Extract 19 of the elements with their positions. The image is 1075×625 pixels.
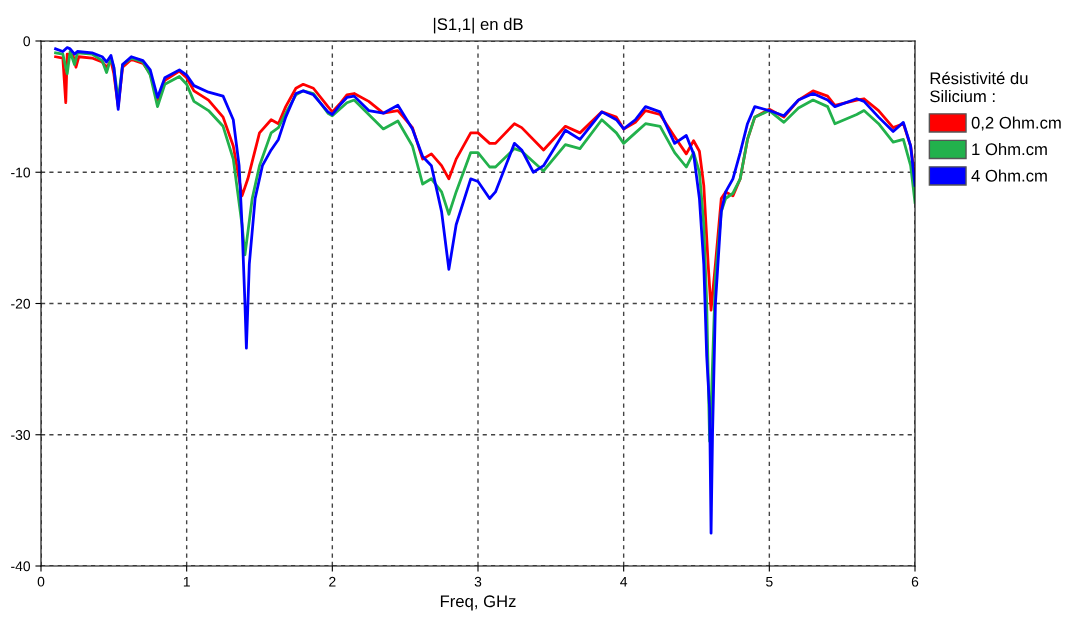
y-tick-label: -40 <box>11 561 31 572</box>
y-tick-label: -30 <box>11 430 31 440</box>
x-tick-label: 4 <box>620 576 628 587</box>
legend-label: 0,2 Ohm.cm <box>971 116 1061 131</box>
x-tick-label: 0 <box>37 576 45 587</box>
legend-label: 1 Ohm.cm <box>972 142 1047 156</box>
line-series <box>54 46 915 535</box>
legend-title: Résistivité du Silicium : <box>930 71 1028 103</box>
x-tick-label: 6 <box>911 576 919 587</box>
chart-title: |S1,1| en dB <box>433 17 523 34</box>
x-tick-label: 2 <box>329 576 336 587</box>
y-tick-label: -20 <box>11 298 31 309</box>
y-tick-label: 0 <box>23 36 31 47</box>
y-tick-label: -10 <box>11 167 31 178</box>
x-tick-label: 5 <box>766 576 773 587</box>
x-axis-title: Freq, GHz <box>440 595 516 611</box>
legend-label: 4 Ohm.cm <box>971 169 1047 182</box>
x-tick-label: 3 <box>474 576 482 587</box>
x-tick-label: 1 <box>183 576 190 587</box>
